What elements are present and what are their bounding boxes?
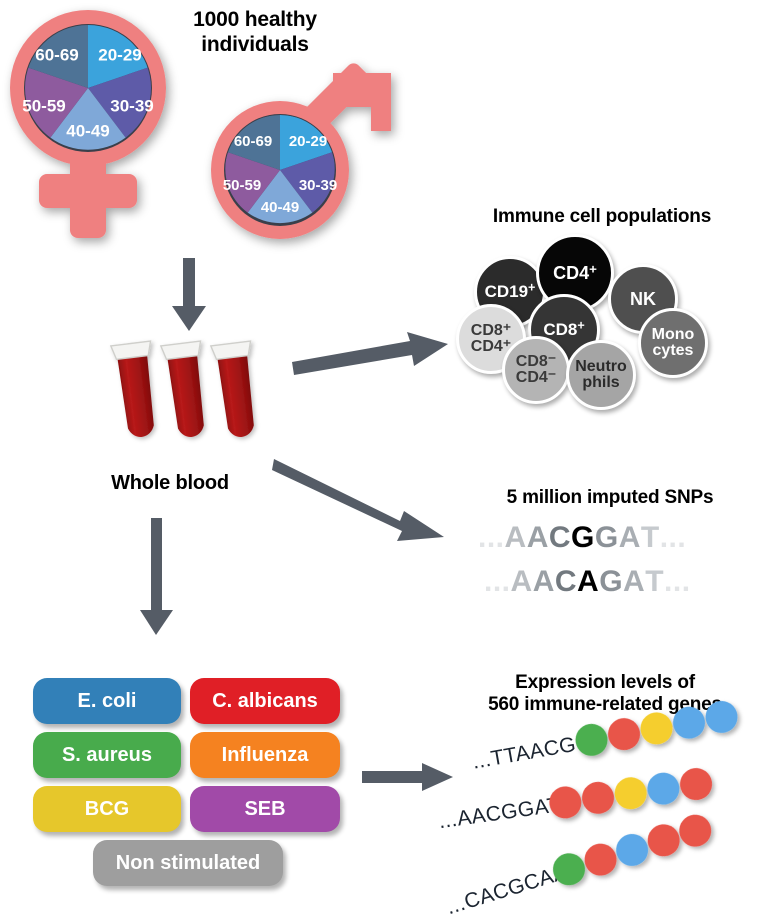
section-title-genes: Expression levels of 560 immune-related … bbox=[488, 672, 722, 716]
strand-row: ...CACGCAA bbox=[444, 814, 712, 919]
arrow-blood-to-immune-cells bbox=[290, 330, 450, 380]
snp-sequence-row: ...AACGGAT... bbox=[478, 521, 687, 554]
blood-tubes bbox=[108, 335, 268, 460]
cell-neutrophils: Neutro phils bbox=[566, 340, 636, 410]
pie-slice-20-29 bbox=[280, 115, 333, 170]
strand-sequence-text: ...TTAACGG bbox=[471, 730, 595, 774]
pie-label-40-49: 40-49 bbox=[261, 199, 299, 216]
immune-cell-cluster: CD19+ CD4+ NK CD8+ Mono cytes CD8⁺ CD4⁺ CD… bbox=[452, 232, 762, 412]
stimuli-panel: E. coli C. albicans S. aureus Influenza … bbox=[33, 678, 343, 888]
stimulus-e-coli[interactable]: E. coli bbox=[33, 678, 181, 724]
stimulus-influenza[interactable]: Influenza bbox=[190, 732, 340, 778]
pie-label-60-69: 60-69 bbox=[35, 45, 78, 64]
stimulus-c-albicans[interactable]: C. albicans bbox=[190, 678, 340, 724]
arrow-blood-to-snps bbox=[272, 455, 447, 545]
section-title-immune-cells: Immune cell populations bbox=[492, 206, 712, 227]
strand-beads bbox=[553, 814, 712, 886]
arrow-stimuli-to-genes bbox=[362, 760, 454, 794]
pie-label-30-39: 30-39 bbox=[299, 177, 337, 194]
pie-slice-30-39 bbox=[88, 67, 151, 138]
snp-sequences: ...AACGGAT... ...AACAGAT... bbox=[478, 521, 758, 611]
pie-slice-20-29 bbox=[88, 25, 149, 88]
male-gender-symbol: 20-29 30-39 40-49 50-59 60-69 bbox=[205, 60, 410, 250]
pie-slice-40-49 bbox=[247, 170, 313, 224]
page-title-cohort: 1000 healthy individuals bbox=[193, 8, 317, 56]
stimulus-non-stimulated[interactable]: Non stimulated bbox=[93, 840, 283, 886]
label-whole-blood: Whole blood bbox=[111, 472, 229, 494]
cell-monocytes: Mono cytes bbox=[638, 308, 708, 378]
arrow-cohort-to-blood bbox=[172, 258, 206, 332]
pie-slice-30-39 bbox=[280, 152, 335, 213]
section-title-snps: 5 million imputed SNPs bbox=[506, 487, 714, 508]
strand-beads bbox=[549, 768, 713, 819]
gene-expression-strands: ...TTAACGG ...AACGGAT bbox=[437, 700, 771, 919]
snp-sequence-row: ...AACAGAT... bbox=[484, 565, 691, 598]
pie-label-20-29: 20-29 bbox=[98, 45, 141, 64]
pie-label-20-29: 20-29 bbox=[289, 133, 327, 150]
arrow-blood-to-stimuli bbox=[140, 518, 174, 636]
pie-slice-50-59 bbox=[25, 67, 88, 138]
strand-sequence-text: ...AACGGAT bbox=[437, 793, 562, 833]
stimulus-bcg[interactable]: BCG bbox=[33, 786, 181, 832]
female-gender-symbol: 20-29 30-39 40-49 50-59 60-69 bbox=[6, 6, 196, 246]
pie-slice-60-69 bbox=[227, 115, 280, 170]
strand-beads bbox=[575, 700, 738, 756]
pie-label-30-39: 30-39 bbox=[110, 96, 153, 115]
pie-slice-40-49 bbox=[50, 88, 126, 150]
pie-label-50-59: 50-59 bbox=[22, 96, 65, 115]
stimulus-s-aureus[interactable]: S. aureus bbox=[33, 732, 181, 778]
pie-label-50-59: 50-59 bbox=[223, 177, 261, 194]
pie-slice-50-59 bbox=[225, 152, 280, 213]
strand-row: ...AACGGAT bbox=[437, 768, 713, 833]
cell-nk: NK bbox=[608, 264, 678, 334]
pie-slice-60-69 bbox=[27, 25, 88, 88]
pie-label-60-69: 60-69 bbox=[234, 133, 272, 150]
pie-label-40-49: 40-49 bbox=[66, 121, 109, 140]
cell-cd8neg-cd4neg: CD8⁻ CD4⁻ bbox=[502, 336, 570, 404]
strand-sequence-text: ...CACGCAA bbox=[444, 860, 571, 919]
stimulus-seb[interactable]: SEB bbox=[190, 786, 340, 832]
